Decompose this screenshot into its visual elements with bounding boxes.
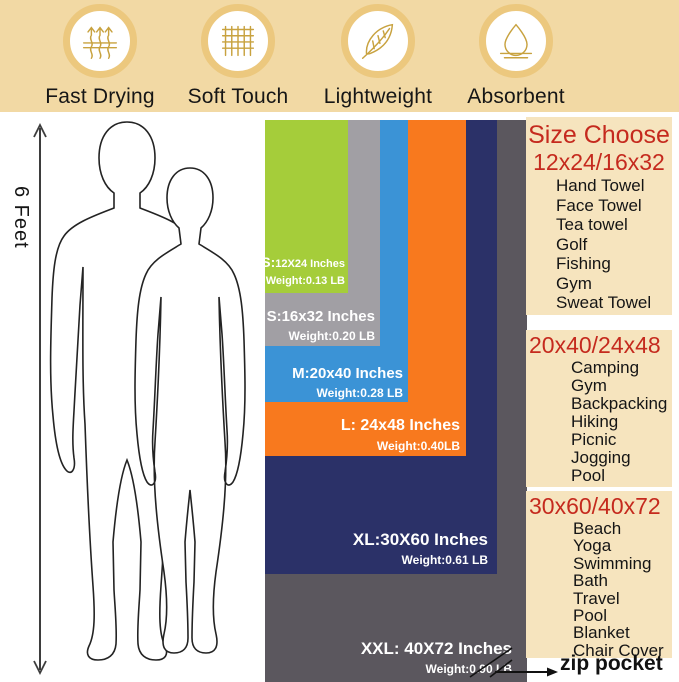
use-list: Beach Yoga Swimming Bath Travel Pool Bla… bbox=[526, 519, 672, 660]
use-item: Backpacking bbox=[571, 394, 668, 413]
feather-icon bbox=[361, 23, 394, 59]
towel-weight-label: Weight:0.90 LB bbox=[425, 661, 512, 676]
use-item: Hand Towel bbox=[556, 176, 645, 195]
zip-pocket-callout-lines bbox=[469, 647, 558, 678]
towel-size-label: XS:12X24 Inches bbox=[251, 254, 345, 271]
use-item: Camping bbox=[571, 358, 640, 377]
use-list: Hand Towel Face Towel Tea towel Golf Fis… bbox=[526, 176, 672, 313]
towel-size-label: S:16x32 Inches bbox=[266, 308, 375, 326]
feature-label: Absorbent bbox=[467, 85, 565, 108]
towel-size-label: L: 24x48 Inches bbox=[340, 417, 460, 435]
feature-label: Fast Drying bbox=[45, 85, 155, 108]
zip-pocket-label: zip pocket bbox=[560, 652, 663, 675]
use-item: Travel bbox=[573, 588, 620, 608]
feature-absorbent: Absorbent bbox=[436, 4, 596, 109]
towel-size-label: XL:30X60 Inches bbox=[352, 530, 488, 550]
towel-weight-label: Weight:0.13 LB bbox=[265, 274, 345, 287]
icon-circle bbox=[201, 4, 275, 78]
use-item: Fishing bbox=[556, 254, 611, 273]
six-feet-arrow bbox=[33, 122, 47, 676]
steam-icon bbox=[82, 26, 118, 59]
towel-weight-label: Weight:0.20 LB bbox=[288, 328, 375, 343]
icon-circle bbox=[479, 4, 553, 78]
size-group-heading: 30x60/40x72 bbox=[529, 493, 661, 519]
use-item: Golf bbox=[556, 234, 588, 254]
use-item: Swimming bbox=[573, 553, 652, 573]
icon-circle bbox=[341, 4, 415, 78]
towel-size-label: M:20x40 Inches bbox=[292, 365, 403, 383]
icon-circle bbox=[63, 4, 137, 78]
use-item: Bath bbox=[573, 571, 608, 591]
feature-label: Lightweight bbox=[323, 85, 433, 108]
towel-weight-label: Weight:0.28 LB bbox=[316, 385, 403, 400]
size-guide-panel-small: Size Choose 12x24/16x32 Hand Towel Face … bbox=[526, 117, 672, 315]
use-item: Gym bbox=[556, 273, 592, 293]
use-item: Blanket bbox=[573, 623, 630, 643]
use-item: Pool bbox=[573, 606, 608, 626]
feature-banner: Fast Drying Soft Touch Lightweight bbox=[0, 0, 679, 112]
size-guide-panel-medium: 20x40/24x48 Camping Gym Backpacking Hiki… bbox=[526, 330, 672, 487]
use-item: Yoga bbox=[573, 536, 612, 556]
use-item: Hiking bbox=[571, 412, 619, 431]
human-figures bbox=[49, 121, 246, 661]
use-item: Beach bbox=[573, 519, 622, 538]
use-item: Jogging bbox=[571, 448, 631, 467]
use-item: Face Towel bbox=[556, 195, 642, 215]
use-list: Camping Gym Backpacking Hiking Picnic Jo… bbox=[526, 359, 672, 485]
use-item: Chair Cover bbox=[573, 640, 664, 660]
height-label: 6 Feet bbox=[10, 186, 32, 249]
droplet-icon bbox=[499, 23, 533, 59]
arrowhead-icon bbox=[547, 667, 558, 677]
feature-soft-touch: Soft Touch bbox=[158, 4, 318, 109]
towel-weight-label: Weight:0.61 LB bbox=[401, 552, 488, 567]
use-item: Picnic bbox=[571, 430, 617, 449]
feature-label: Soft Touch bbox=[187, 85, 289, 108]
size-guide-panel-large: 30x60/40x72 Beach Yoga Swimming Bath Tra… bbox=[526, 491, 672, 660]
feature-fast-drying: Fast Drying bbox=[20, 4, 180, 109]
use-item: Gym bbox=[571, 376, 607, 395]
towel-xs: XS:12X24 Inches Weight:0.13 LB bbox=[252, 120, 348, 293]
use-item: Tea towel bbox=[556, 215, 628, 234]
feature-lightweight: Lightweight bbox=[298, 4, 458, 109]
towel-size-label: XXL: 40X72 Inches bbox=[360, 639, 512, 659]
woman-outline bbox=[134, 167, 246, 654]
weave-icon bbox=[221, 25, 255, 57]
size-guide-title: Size Choose bbox=[528, 121, 670, 149]
towel-weight-label: Weight:0.40LB bbox=[376, 438, 460, 453]
use-item: Sweat Towel bbox=[556, 293, 652, 312]
size-group-heading: 20x40/24x48 bbox=[529, 332, 661, 358]
size-group-heading: 12x24/16x32 bbox=[533, 149, 665, 175]
use-item: Pool bbox=[571, 466, 606, 485]
